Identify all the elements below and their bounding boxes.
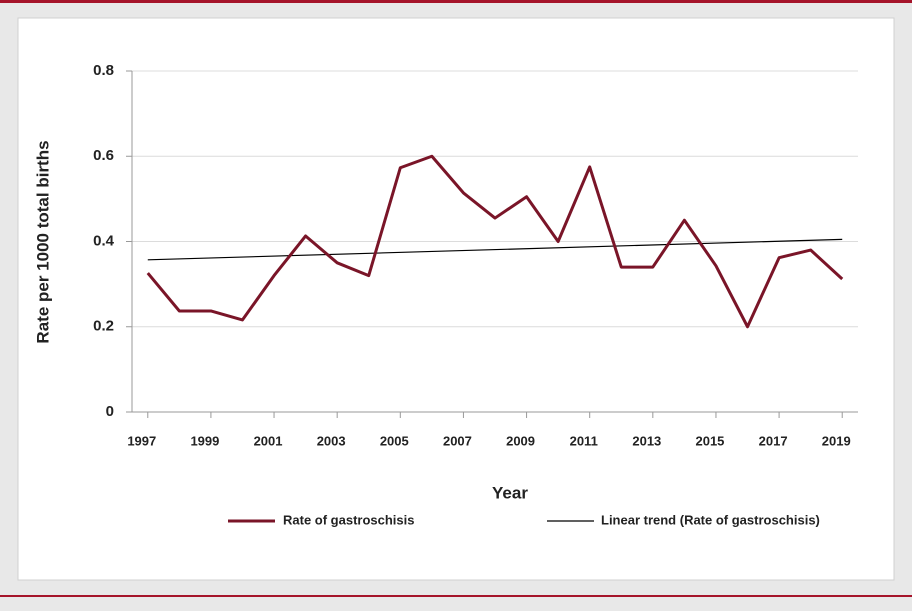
y-tick-label: 0.4 (93, 232, 115, 249)
x-tick-label: 1997 (127, 433, 156, 448)
x-tick-label: 2013 (632, 433, 661, 448)
x-tick-label: 2017 (759, 433, 788, 448)
legend-label: Rate of gastroschisis (283, 512, 415, 527)
legend-label: Linear trend (Rate of gastroschisis) (601, 512, 820, 527)
x-tick-label: 2011 (570, 433, 598, 448)
bottom-rule (0, 595, 912, 597)
y-tick-label: 0.2 (93, 318, 114, 335)
data-line (146, 154, 844, 329)
panel (17, 17, 895, 581)
x-tick-label: 2003 (317, 433, 346, 448)
x-axis-label: Year (492, 483, 528, 502)
top-rule (0, 0, 912, 3)
y-tick-label: 0.6 (93, 147, 114, 164)
y-axis-label: Rate per 1000 total births (33, 140, 52, 343)
x-tick-label: 2015 (695, 433, 724, 448)
y-tick-label: 0 (106, 403, 114, 420)
y-tick-label: 0.8 (93, 62, 114, 79)
trend-line (147, 238, 843, 261)
x-tick-label: 2007 (443, 433, 472, 448)
x-tick-label: 2005 (380, 433, 409, 448)
x-tick-label: 2001 (254, 433, 283, 448)
x-tick-label: 2019 (822, 433, 851, 448)
x-tick-label: 2009 (506, 433, 535, 448)
x-tick-label: 1999 (190, 433, 219, 448)
